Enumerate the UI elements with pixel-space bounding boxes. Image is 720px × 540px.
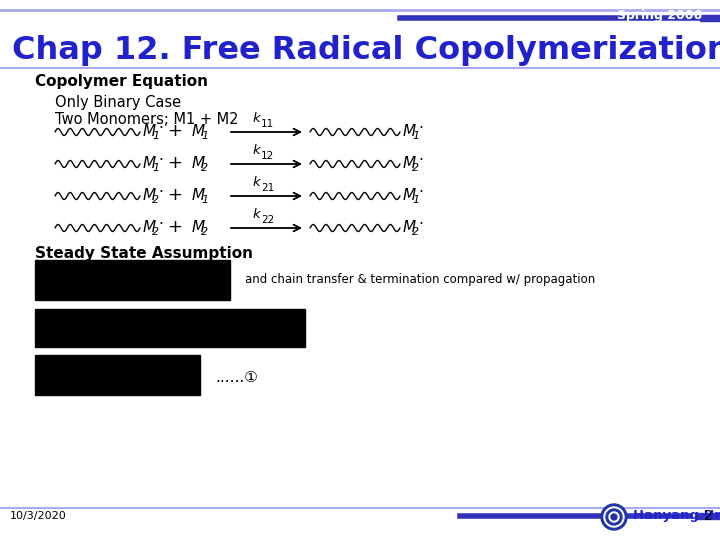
Text: M: M (403, 219, 416, 234)
Text: k: k (253, 208, 261, 221)
Text: 1: 1 (152, 163, 159, 173)
Text: M: M (143, 219, 156, 234)
Text: M: M (403, 187, 416, 202)
Text: Only Binary Case: Only Binary Case (55, 95, 181, 110)
Text: 2: 2 (412, 163, 419, 173)
Text: ·: · (158, 186, 163, 200)
Text: 2: 2 (152, 195, 159, 205)
Text: Copolymer Equation: Copolymer Equation (35, 74, 208, 89)
Text: M: M (192, 219, 205, 234)
Text: 21: 21 (261, 183, 274, 193)
Text: M: M (192, 156, 205, 171)
Text: Hanyang Univ.: Hanyang Univ. (633, 510, 720, 523)
Text: ·: · (158, 218, 163, 233)
Circle shape (611, 514, 617, 520)
Text: 2: 2 (412, 227, 419, 237)
Text: M: M (192, 187, 205, 202)
Text: ·: · (418, 186, 423, 200)
Text: ·: · (158, 122, 163, 137)
Text: 2: 2 (703, 509, 712, 523)
Text: 12: 12 (261, 151, 274, 161)
Text: 1: 1 (201, 195, 208, 205)
Text: M: M (143, 124, 156, 138)
Text: 1: 1 (152, 131, 159, 141)
Text: +: + (168, 218, 182, 236)
Text: +: + (168, 154, 182, 172)
Circle shape (606, 509, 622, 525)
Bar (35, 355, 200, 395)
Text: k: k (253, 177, 261, 190)
Circle shape (609, 512, 619, 522)
Text: ·: · (418, 218, 423, 233)
Text: +: + (168, 186, 182, 204)
Bar (700, 15, 720, 21)
Text: Steady State Assumption: Steady State Assumption (35, 246, 253, 261)
Text: 10/3/2020: 10/3/2020 (10, 511, 67, 521)
Text: k: k (253, 145, 261, 158)
Bar (695, 513, 720, 519)
Text: +: + (168, 122, 182, 140)
Text: ......①: ......① (215, 369, 258, 384)
Bar (35, 260, 230, 300)
Text: 22: 22 (261, 215, 274, 225)
Text: 2: 2 (152, 227, 159, 237)
Text: 1: 1 (201, 131, 208, 141)
Text: ·: · (418, 122, 423, 137)
Text: 1: 1 (412, 195, 419, 205)
Text: 1: 1 (412, 131, 419, 141)
Text: M: M (192, 124, 205, 138)
Text: M: M (403, 156, 416, 171)
Text: 2: 2 (201, 227, 208, 237)
Text: M: M (143, 187, 156, 202)
Circle shape (601, 504, 627, 530)
Text: Spring 2006: Spring 2006 (618, 10, 703, 23)
Text: and chain transfer & termination compared w/ propagation: and chain transfer & termination compare… (245, 273, 595, 287)
Text: 11: 11 (261, 119, 274, 129)
Text: 2: 2 (201, 163, 208, 173)
Text: Chap 12. Free Radical Copolymerization: Chap 12. Free Radical Copolymerization (12, 35, 720, 66)
Bar (35, 309, 305, 347)
Text: ·: · (418, 153, 423, 168)
Circle shape (604, 507, 624, 527)
Text: M: M (143, 156, 156, 171)
Text: Two Monomers; M1 + M2: Two Monomers; M1 + M2 (55, 112, 238, 127)
Text: k: k (253, 112, 261, 125)
Text: M: M (403, 124, 416, 138)
Text: ·: · (158, 153, 163, 168)
